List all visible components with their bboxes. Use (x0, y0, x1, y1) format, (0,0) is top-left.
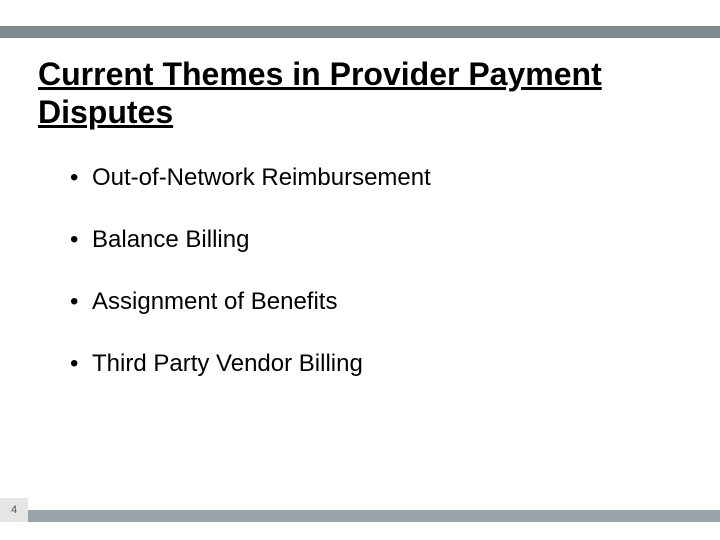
page-number: 4 (11, 504, 17, 516)
title-container: Current Themes in Provider Payment Dispu… (38, 56, 682, 132)
list-item: • Out-of-Network Reimbursement (70, 164, 680, 192)
list-item: • Balance Billing (70, 226, 680, 254)
bullet-text: Assignment of Benefits (92, 288, 337, 316)
bullet-text: Out-of-Network Reimbursement (92, 164, 431, 192)
slide-title: Current Themes in Provider Payment Dispu… (38, 56, 682, 132)
bullet-list: • Out-of-Network Reimbursement • Balance… (70, 164, 680, 412)
bullet-dot-icon: • (70, 352, 92, 376)
footer-accent-bar (0, 510, 720, 522)
page-number-box: 4 (0, 498, 28, 522)
header-accent-bar (0, 26, 720, 38)
bullet-dot-icon: • (70, 166, 92, 190)
bullet-text: Third Party Vendor Billing (92, 350, 363, 378)
list-item: • Third Party Vendor Billing (70, 350, 680, 378)
bullet-dot-icon: • (70, 290, 92, 314)
bullet-dot-icon: • (70, 228, 92, 252)
bullet-text: Balance Billing (92, 226, 249, 254)
list-item: • Assignment of Benefits (70, 288, 680, 316)
